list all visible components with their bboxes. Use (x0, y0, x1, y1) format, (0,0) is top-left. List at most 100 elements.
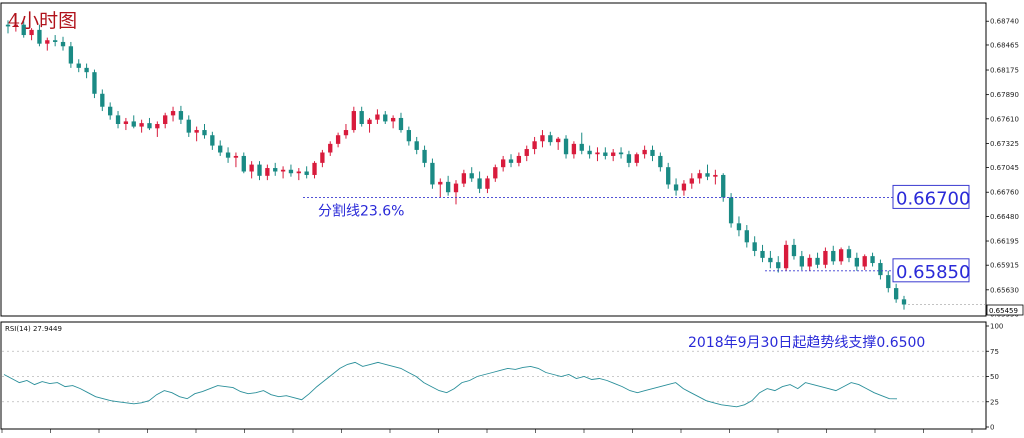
hlines-layer: 0.66700 分割线23.6% 0.65850 (303, 184, 986, 305)
candle-body (398, 117, 404, 131)
candle-body (831, 250, 836, 262)
candle-body (532, 141, 537, 150)
candle-body (178, 111, 184, 120)
candle-body (45, 40, 50, 44)
candle-body (100, 93, 105, 107)
candle-body (886, 275, 891, 289)
candle-body (249, 164, 254, 172)
candle-body (453, 183, 459, 193)
candle-body (705, 173, 710, 177)
candle-body (273, 168, 278, 172)
price-tick-label: 0.66480 (990, 213, 1019, 221)
candle-body (697, 173, 702, 179)
candle-body (241, 155, 246, 172)
candle-body (815, 257, 820, 265)
candle-body (139, 123, 144, 127)
candle-body (92, 72, 97, 94)
candle-body (343, 130, 349, 136)
candle-body (375, 114, 380, 120)
price-tick-label: 0.65915 (990, 262, 1019, 270)
rsi-tick-label: 75 (990, 348, 999, 356)
candle-body (556, 138, 561, 143)
candle-body (76, 63, 81, 68)
candle-body (257, 164, 262, 176)
rsi-panel-frame (0, 321, 987, 430)
price-tick-label: 0.67045 (990, 164, 1019, 172)
rsi-annotation: 2018年9月30日起趋势线支撑0.6500 (688, 335, 925, 351)
candle-body (469, 173, 474, 179)
candle-body (445, 181, 451, 193)
candle-body (288, 169, 294, 174)
main-panel-frame (0, 2, 987, 317)
price-tick-label: 0.68175 (990, 67, 1019, 75)
candle-body (210, 135, 215, 146)
candle-body (650, 149, 655, 156)
price-tick-label: 0.67890 (990, 91, 1019, 99)
candle-body (155, 124, 160, 129)
level-label-box (892, 258, 970, 283)
candle-body (728, 197, 734, 224)
candle-body (838, 249, 844, 262)
candle-body (367, 119, 372, 124)
price-tick-label: 0.66195 (990, 238, 1019, 246)
rsi-tick-label: 50 (990, 373, 999, 381)
candle-body (21, 24, 26, 36)
candle-body (823, 250, 828, 265)
candle-body (194, 130, 199, 133)
price-tick-label: 0.68465 (990, 41, 1019, 49)
candle-body (13, 24, 19, 27)
price-tick-label: 0.67610 (990, 115, 1019, 123)
candle-body (383, 114, 388, 122)
candle-body (359, 111, 364, 124)
candle-body (524, 149, 529, 156)
rsi-tick-label: 0 (990, 424, 994, 432)
rsi-indicator-label: RSI(14) 27.9449 (5, 325, 62, 333)
candle-body (752, 242, 757, 251)
candle-body (406, 130, 412, 142)
candle-body (500, 159, 506, 168)
candle-body (108, 106, 113, 116)
candle-body (233, 155, 239, 158)
level-label-box (892, 184, 970, 209)
candle-body (807, 257, 812, 267)
candle-body (776, 262, 781, 269)
chart-title: 4小时图 (8, 10, 77, 32)
price-tick-label: 0.67325 (990, 140, 1019, 148)
candle-body (579, 143, 584, 151)
candle-body (29, 29, 34, 36)
candle-body (799, 256, 804, 267)
candle-body (893, 288, 899, 300)
candle-body (218, 145, 223, 153)
candle-body (862, 256, 867, 267)
candles-layer (5, 20, 907, 310)
candle-body (791, 244, 797, 257)
current-price-label: 0.65459 (989, 307, 1018, 315)
candle-body (202, 130, 207, 136)
candle-body (587, 150, 592, 155)
level-annotation: 分割线23.6% (318, 202, 404, 219)
grid-layer (2, 350, 985, 403)
candle-body (878, 263, 883, 276)
candle-body (603, 152, 608, 156)
candle-body (736, 223, 742, 231)
candle-body (170, 111, 176, 116)
candle-body (335, 135, 341, 144)
level-label: 0.65850 (896, 262, 970, 283)
candle-body (390, 117, 396, 122)
candle-body (320, 152, 325, 163)
candle-body (540, 135, 545, 142)
price-tick-label: 0.66760 (990, 189, 1019, 197)
candle-body (37, 29, 42, 44)
rsi-tick-label: 100 (990, 323, 1003, 331)
candle-body (304, 171, 309, 175)
candle-body (430, 162, 435, 185)
candle-body (186, 119, 191, 133)
candle-body (611, 152, 616, 156)
candle-body (516, 155, 522, 163)
candle-body (422, 149, 427, 163)
candle-body (296, 171, 301, 174)
current-price-tag (986, 304, 1024, 316)
